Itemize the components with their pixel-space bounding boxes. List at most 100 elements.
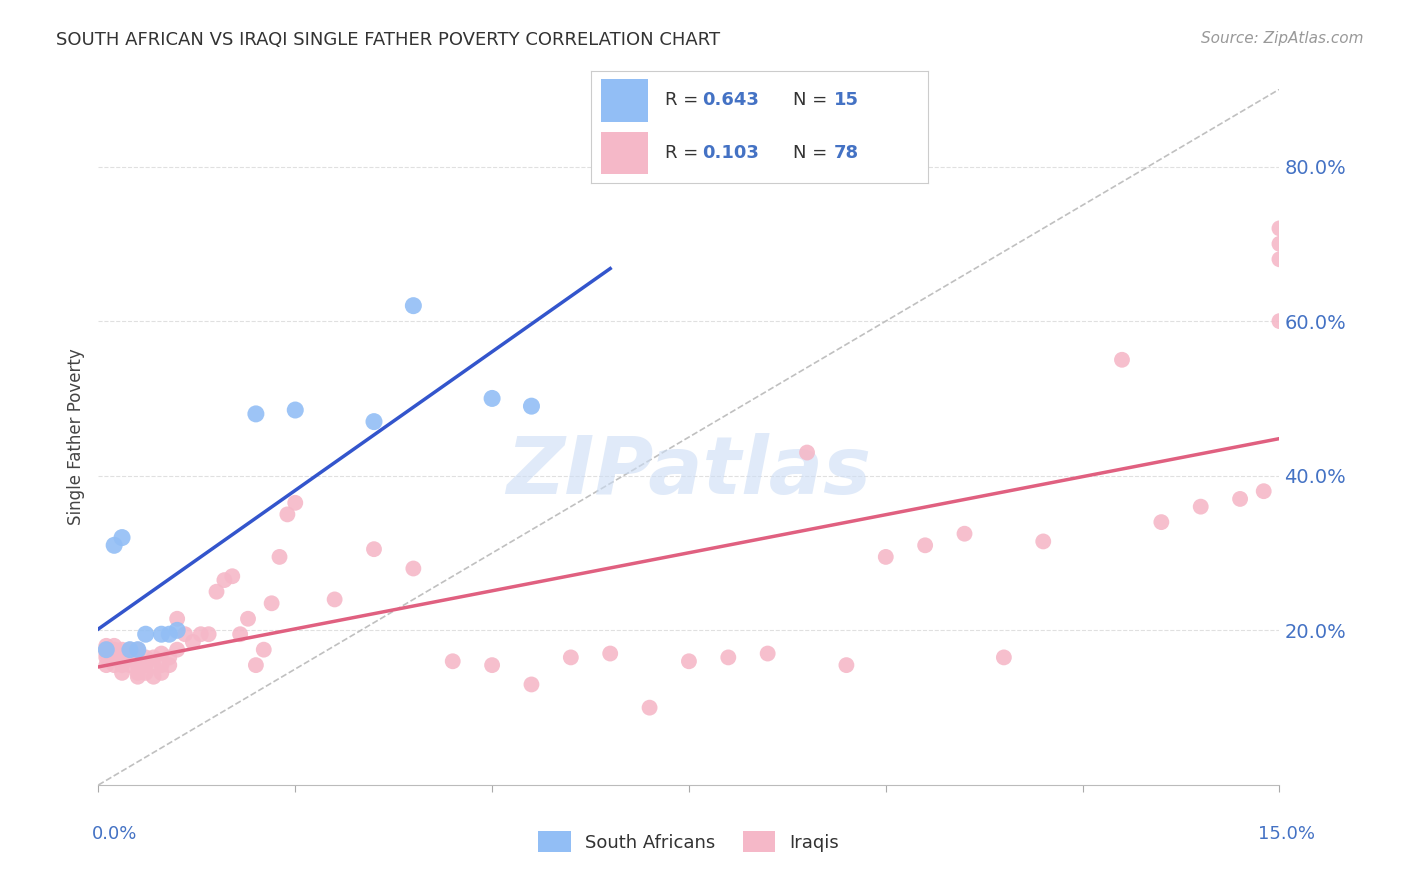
- Point: [127, 642, 149, 657]
- Point: [118, 642, 141, 657]
- Point: [118, 658, 141, 673]
- Point: [166, 624, 188, 638]
- Point: [96, 650, 118, 665]
- Point: [127, 650, 149, 665]
- Point: [166, 612, 188, 626]
- Point: [481, 658, 503, 673]
- Point: [157, 658, 180, 673]
- Text: N =: N =: [793, 91, 832, 110]
- Point: [1111, 352, 1133, 367]
- Text: ZIPatlas: ZIPatlas: [506, 433, 872, 511]
- Bar: [600, 79, 648, 121]
- Point: [1268, 252, 1291, 267]
- Point: [276, 508, 298, 522]
- Point: [197, 627, 219, 641]
- Point: [214, 573, 236, 587]
- Point: [1268, 236, 1291, 251]
- Point: [323, 592, 346, 607]
- Legend: South Africans, Iraqis: South Africans, Iraqis: [531, 824, 846, 859]
- Point: [363, 415, 385, 429]
- Point: [96, 639, 118, 653]
- Point: [560, 650, 582, 665]
- Point: [111, 642, 134, 657]
- Point: [111, 531, 134, 545]
- Point: [284, 496, 307, 510]
- Point: [127, 670, 149, 684]
- Point: [1150, 515, 1173, 529]
- Point: [269, 549, 291, 564]
- Point: [229, 627, 252, 641]
- Point: [205, 584, 228, 599]
- Point: [103, 639, 125, 653]
- Point: [118, 642, 141, 657]
- Point: [127, 654, 149, 668]
- Point: [1189, 500, 1212, 514]
- Point: [96, 647, 118, 661]
- Text: 0.0%: 0.0%: [91, 825, 136, 843]
- Point: [111, 658, 134, 673]
- Point: [236, 612, 259, 626]
- Point: [111, 650, 134, 665]
- Text: 78: 78: [834, 144, 859, 161]
- Text: 15: 15: [834, 91, 859, 110]
- Point: [150, 647, 173, 661]
- Point: [1268, 314, 1291, 328]
- Point: [638, 700, 661, 714]
- Point: [363, 542, 385, 557]
- Point: [221, 569, 243, 583]
- Point: [103, 642, 125, 657]
- Point: [111, 665, 134, 680]
- Point: [402, 299, 425, 313]
- Point: [835, 658, 858, 673]
- Point: [253, 642, 276, 657]
- Point: [135, 650, 157, 665]
- Point: [520, 399, 543, 413]
- Point: [481, 392, 503, 406]
- Point: [96, 642, 118, 657]
- Point: [1229, 491, 1251, 506]
- Point: [150, 665, 173, 680]
- Point: [166, 642, 188, 657]
- Bar: [600, 132, 648, 174]
- Point: [174, 627, 197, 641]
- Point: [245, 407, 267, 421]
- Point: [127, 658, 149, 673]
- Point: [96, 642, 118, 657]
- Point: [1253, 484, 1275, 499]
- Point: [993, 650, 1015, 665]
- Text: 15.0%: 15.0%: [1257, 825, 1315, 843]
- Point: [103, 650, 125, 665]
- Text: R =: R =: [665, 91, 704, 110]
- Point: [520, 677, 543, 691]
- Point: [678, 654, 700, 668]
- Text: R =: R =: [665, 144, 704, 161]
- Point: [717, 650, 740, 665]
- Point: [135, 627, 157, 641]
- Point: [260, 596, 283, 610]
- Point: [245, 658, 267, 673]
- Point: [103, 658, 125, 673]
- Point: [135, 658, 157, 673]
- Point: [441, 654, 464, 668]
- Point: [181, 635, 204, 649]
- Point: [142, 670, 165, 684]
- Point: [150, 627, 173, 641]
- Point: [1032, 534, 1054, 549]
- Point: [953, 526, 976, 541]
- Point: [127, 665, 149, 680]
- Point: [135, 665, 157, 680]
- Y-axis label: Single Father Poverty: Single Father Poverty: [66, 349, 84, 525]
- Point: [1268, 221, 1291, 235]
- Point: [96, 658, 118, 673]
- Text: 0.103: 0.103: [702, 144, 759, 161]
- Point: [796, 445, 818, 459]
- Point: [142, 650, 165, 665]
- Text: SOUTH AFRICAN VS IRAQI SINGLE FATHER POVERTY CORRELATION CHART: SOUTH AFRICAN VS IRAQI SINGLE FATHER POV…: [56, 31, 720, 49]
- Point: [190, 627, 212, 641]
- Point: [756, 647, 779, 661]
- Point: [875, 549, 897, 564]
- Point: [284, 403, 307, 417]
- Point: [599, 647, 621, 661]
- Point: [157, 627, 180, 641]
- Point: [157, 650, 180, 665]
